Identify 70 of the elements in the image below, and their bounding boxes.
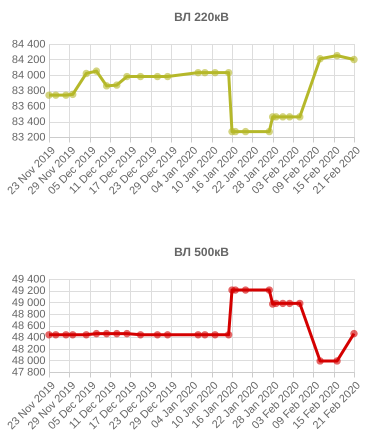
point (316, 55, 324, 62)
point (296, 300, 304, 308)
point (52, 91, 60, 99)
point (316, 357, 324, 365)
point (62, 91, 70, 99)
point (242, 286, 250, 294)
point (333, 357, 341, 365)
point (286, 300, 294, 308)
y-tick-label: 48 200 (12, 343, 46, 356)
point (350, 330, 358, 338)
point (113, 330, 120, 338)
y-tick-label: 49 200 (12, 285, 46, 298)
point (242, 128, 250, 136)
y-tick-label: 83 400 (12, 116, 46, 128)
point (211, 68, 219, 76)
y-tick-label: 48 800 (12, 308, 46, 320)
point (272, 113, 280, 121)
point (82, 70, 90, 78)
y-tick-label: 48 400 (12, 332, 46, 344)
point (136, 331, 144, 338)
point (164, 331, 172, 338)
point (123, 330, 131, 338)
point (164, 72, 172, 80)
point (102, 82, 110, 90)
y-tick-label: 84 000 (12, 70, 46, 82)
point (136, 72, 144, 80)
y-tick-label: 49 400 (12, 274, 46, 286)
point (45, 331, 53, 338)
point (266, 128, 273, 136)
chart-title: ВЛ 220кВ (174, 10, 230, 24)
point (266, 286, 273, 294)
point (45, 91, 53, 99)
point (69, 331, 76, 338)
point (211, 331, 219, 338)
point (82, 331, 90, 338)
chart-title: ВЛ 500кВ (174, 245, 230, 259)
point (272, 300, 280, 308)
point (154, 331, 162, 338)
point (224, 68, 232, 76)
point (194, 68, 202, 76)
point (201, 331, 209, 338)
point (201, 68, 209, 76)
y-tick-label: 84 400 (12, 38, 46, 50)
point (232, 128, 240, 136)
point (92, 330, 100, 338)
y-tick-label: 48 600 (12, 320, 46, 332)
y-tick-label: 83 600 (12, 100, 46, 112)
point (102, 330, 110, 338)
y-tick-label: 83 200 (12, 132, 46, 144)
point (286, 113, 294, 121)
point (350, 56, 358, 64)
y-tick-label: 83 800 (12, 85, 46, 97)
point (92, 67, 100, 75)
point (154, 72, 162, 80)
y-tick-label: 49 000 (12, 296, 46, 309)
point (232, 286, 240, 294)
point (279, 300, 287, 308)
point (194, 331, 202, 338)
point (224, 331, 232, 338)
point (123, 72, 131, 80)
point (62, 331, 70, 338)
point (279, 113, 287, 121)
y-tick-label: 47 800 (12, 366, 46, 378)
y-tick-label: 84 200 (12, 54, 46, 66)
y-tick-label: 48 000 (12, 354, 46, 367)
point (296, 113, 304, 121)
point (333, 52, 341, 60)
point (52, 331, 60, 338)
point (69, 90, 76, 98)
point (113, 81, 120, 89)
